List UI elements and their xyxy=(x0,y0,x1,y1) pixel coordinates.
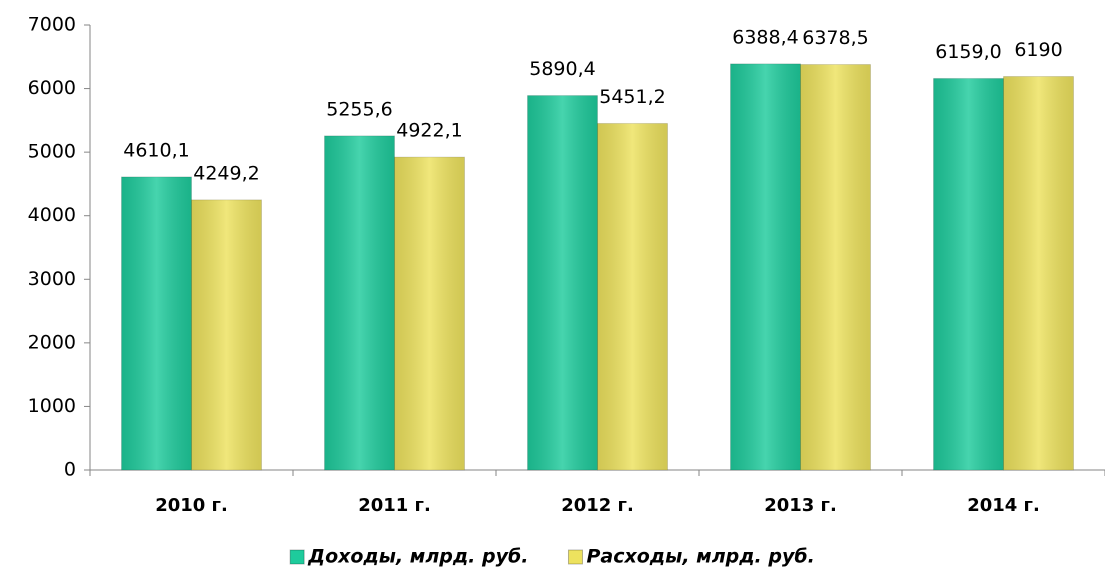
y-tick-label: 3000 xyxy=(28,268,76,290)
legend-swatch xyxy=(567,549,583,565)
y-tick-label: 6000 xyxy=(28,77,76,99)
y-tick-label: 1000 xyxy=(28,395,76,417)
bar-shade xyxy=(121,176,192,470)
value-label: 6190 xyxy=(1014,39,1062,61)
y-tick-label: 7000 xyxy=(28,14,76,36)
value-label: 6388,4 xyxy=(732,26,798,48)
y-tick-label: 2000 xyxy=(28,331,76,353)
value-label: 4610,1 xyxy=(123,139,189,161)
x-tick-label: 2013 г. xyxy=(764,495,837,516)
y-tick-label: 4000 xyxy=(28,204,76,226)
bar-shade xyxy=(933,78,1004,471)
bar-shade xyxy=(597,123,668,471)
legend-label: Доходы, млрд. руб. xyxy=(307,546,528,568)
x-tick-label: 2011 г. xyxy=(358,495,431,516)
value-label: 4249,2 xyxy=(193,162,259,184)
x-tick-label: 2010 г. xyxy=(155,495,228,516)
bar-shade xyxy=(730,63,801,471)
x-tick-label: 2014 г. xyxy=(967,495,1040,516)
bar-shade xyxy=(324,135,395,471)
value-label: 6378,5 xyxy=(802,27,868,49)
y-tick-label: 5000 xyxy=(28,141,76,163)
x-tick-label: 2012 г. xyxy=(561,495,634,516)
bar-shade xyxy=(191,199,262,470)
value-label: 4922,1 xyxy=(396,120,462,142)
legend-swatch xyxy=(289,549,305,565)
value-label: 5451,2 xyxy=(599,86,665,108)
bar-shade xyxy=(394,157,465,470)
value-label: 5890,4 xyxy=(529,58,595,80)
bar-shade xyxy=(527,95,598,471)
value-label: 6159,0 xyxy=(935,41,1001,63)
legend-label: Расходы, млрд. руб. xyxy=(586,546,814,568)
value-label: 5255,6 xyxy=(326,98,392,120)
bar-shade xyxy=(800,64,871,470)
y-tick-label: 0 xyxy=(64,459,76,481)
bar-shade xyxy=(1003,76,1074,470)
